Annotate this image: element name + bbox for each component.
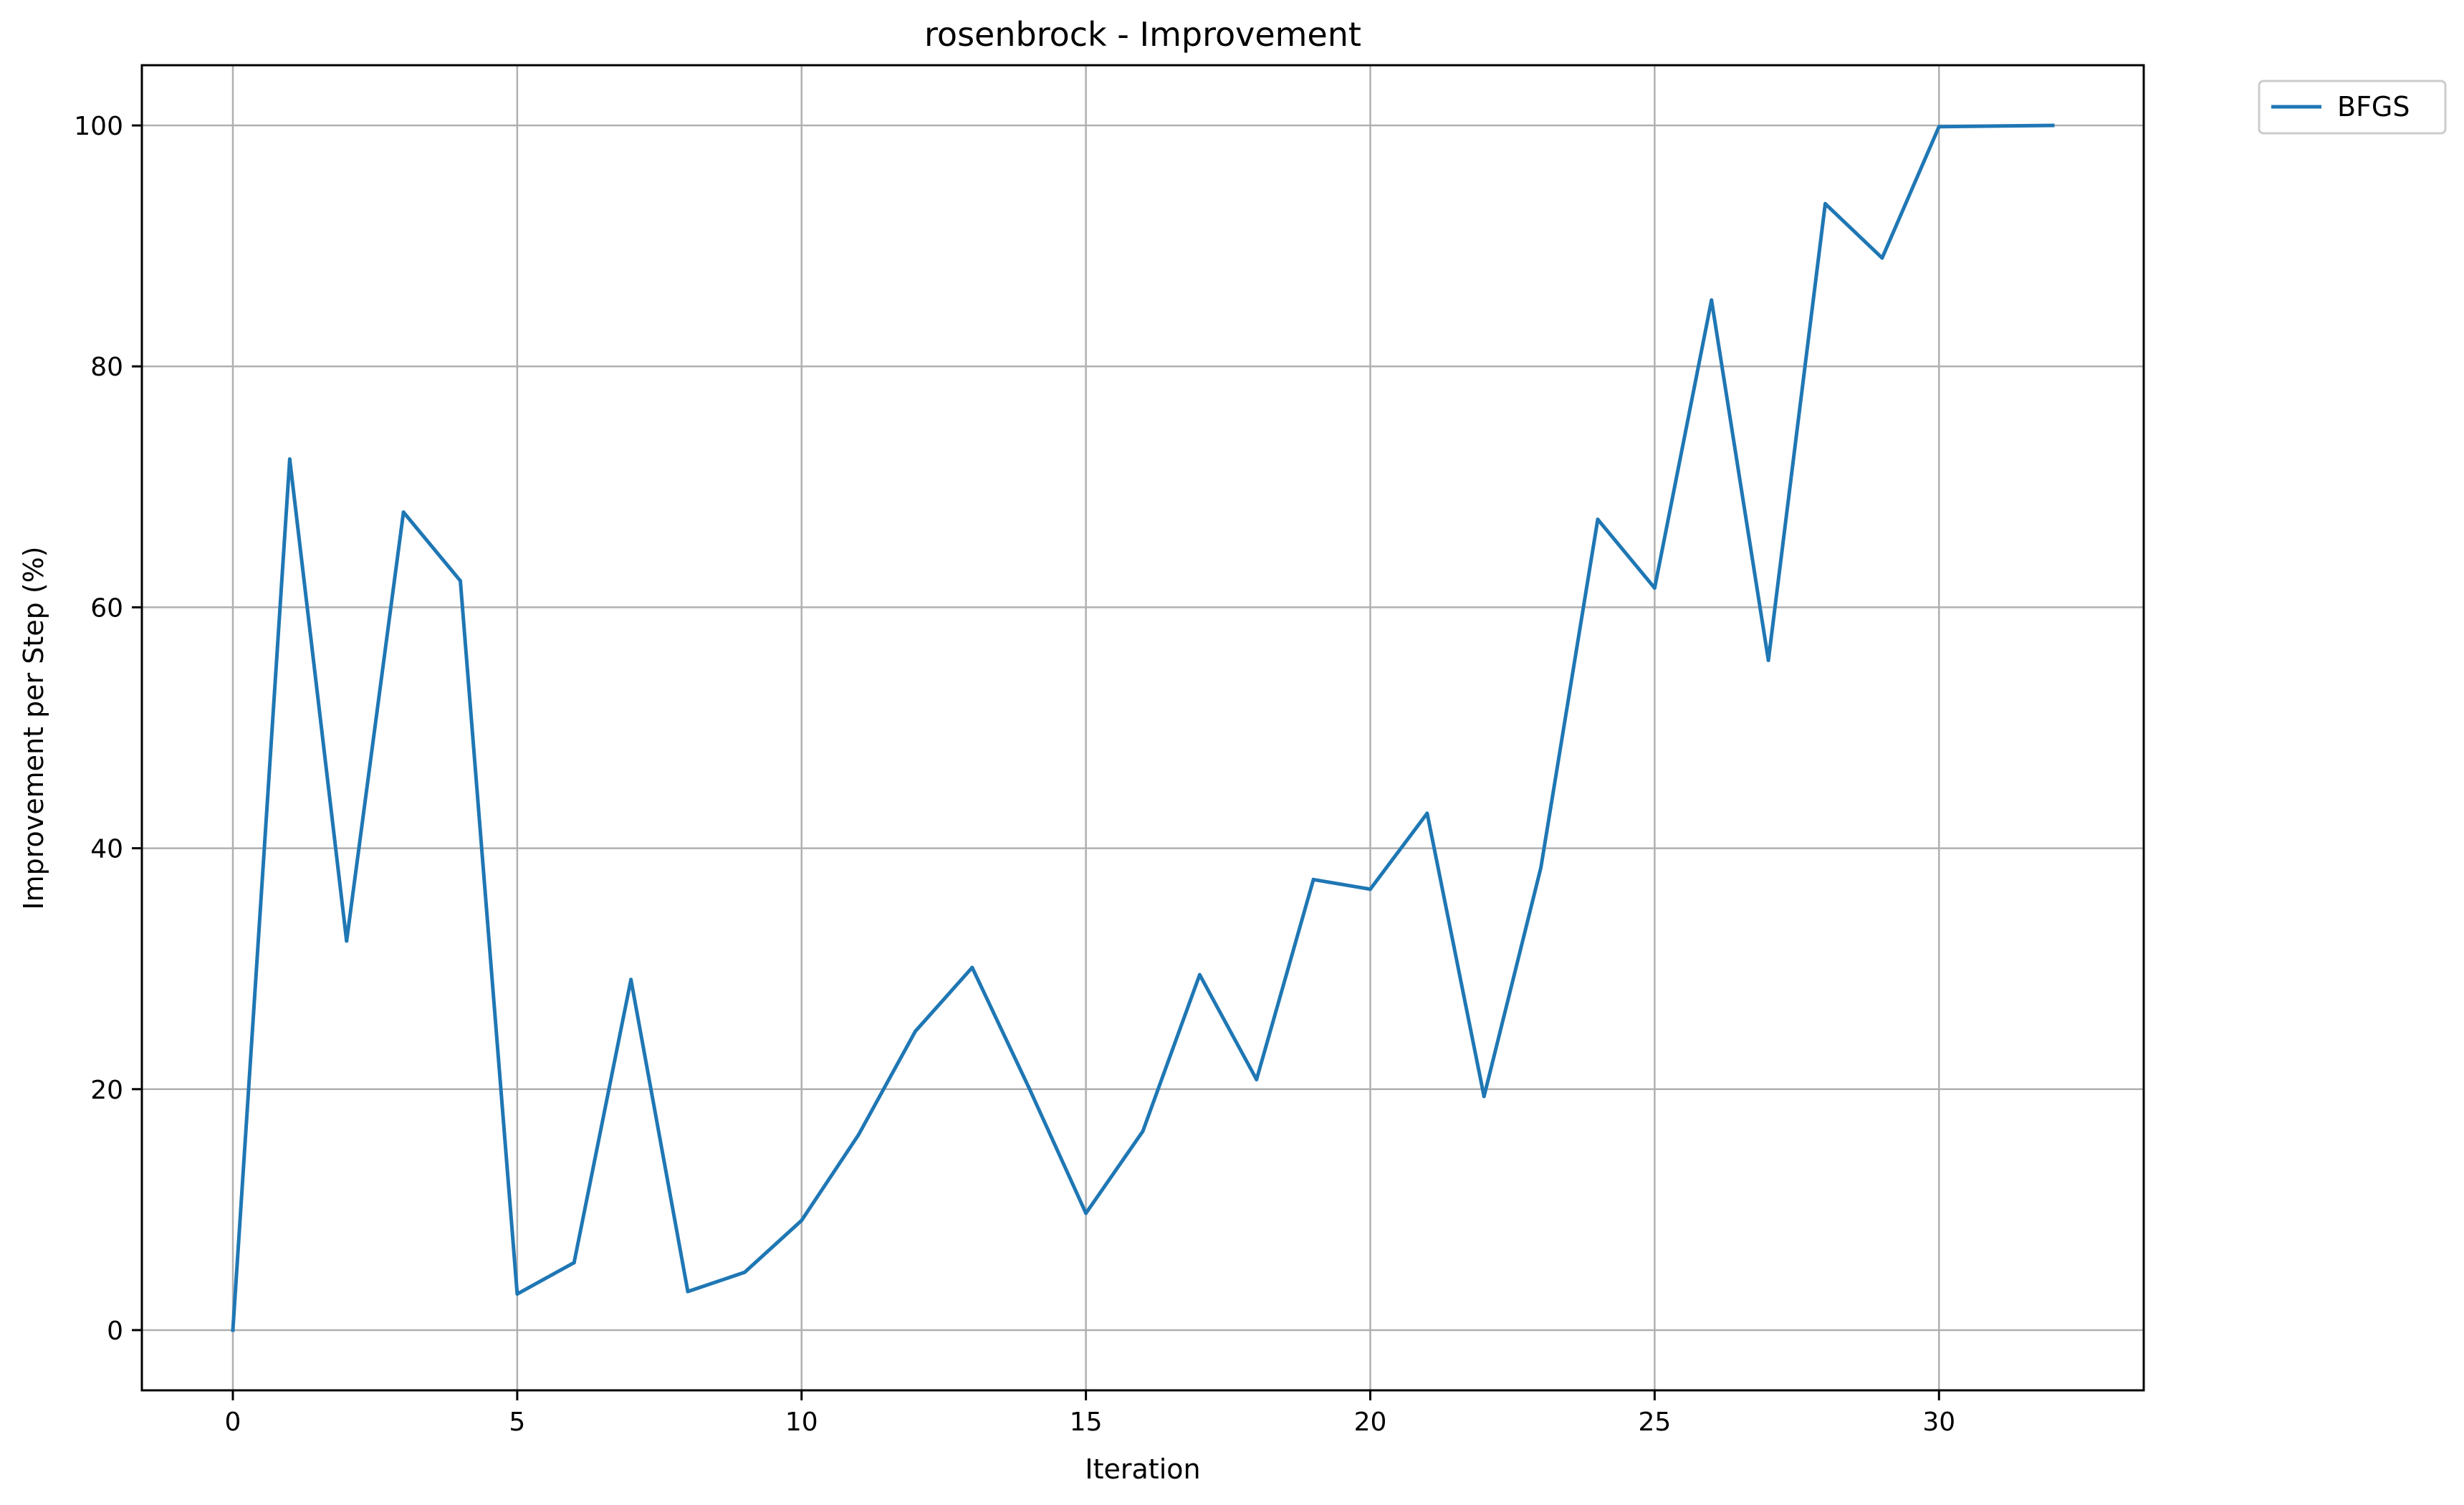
data-point [742, 1270, 747, 1274]
data-point [1482, 1094, 1486, 1099]
y-axis-label: Improvement per Step (%) [18, 546, 49, 909]
data-point [1255, 1077, 1259, 1081]
x-tick-label: 5 [509, 1408, 525, 1437]
legend-box [2258, 80, 2447, 135]
x-tick-label: 10 [785, 1408, 818, 1437]
grid-lines [142, 65, 2144, 1390]
x-axis-label: Iteration [1085, 1453, 1200, 1485]
data-point [1425, 811, 1429, 816]
data-point [970, 965, 974, 970]
data-point [572, 1261, 576, 1265]
data-point [1027, 1086, 1031, 1090]
data-point [231, 1328, 235, 1332]
data-point [515, 1292, 519, 1296]
data-point [1766, 658, 1770, 662]
series-layer [231, 123, 2055, 1332]
x-tick-label: 30 [1922, 1408, 1955, 1437]
legend: BFGS [2258, 80, 2447, 135]
data-point [914, 1029, 917, 1033]
data-point [345, 939, 349, 943]
data-point [686, 1289, 690, 1294]
x-tick-label: 20 [1354, 1408, 1387, 1437]
y-tick-label: 60 [90, 593, 123, 623]
data-point [856, 1133, 861, 1137]
data-point [1937, 125, 1941, 129]
data-point [800, 1218, 804, 1223]
data-point [1880, 256, 1884, 260]
chart-title: rosenbrock - Improvement [924, 15, 1361, 54]
x-tick-label: 15 [1070, 1408, 1103, 1437]
data-point [1197, 973, 1202, 977]
series-line-bfgs [231, 123, 2055, 1332]
data-point [1084, 1211, 1088, 1215]
axis-ticks: 0 5 10 15 20 25 30 0 20 40 60 80 100 [74, 112, 1955, 1437]
data-point [287, 457, 292, 462]
data-point [1710, 298, 1714, 302]
data-point [1311, 877, 1315, 882]
x-tick-label: 0 [225, 1408, 241, 1437]
x-tick-label: 25 [1638, 1408, 1671, 1437]
y-tick-label: 80 [90, 353, 123, 382]
data-point [629, 978, 633, 982]
y-tick-label: 20 [90, 1076, 123, 1105]
data-point [1596, 517, 1600, 522]
y-tick-label: 40 [90, 835, 123, 864]
data-point [459, 578, 462, 583]
y-tick-label: 0 [107, 1317, 123, 1346]
y-tick-label: 100 [74, 112, 123, 141]
data-point [1652, 586, 1657, 591]
data-point [1141, 1129, 1145, 1134]
data-point [401, 510, 406, 515]
data-point [1823, 201, 1827, 206]
data-point [2051, 123, 2055, 128]
plot-frame [140, 64, 2145, 1392]
data-point [1368, 887, 1372, 892]
legend-label-bfgs: BFGS [2337, 91, 2410, 123]
data-point [1539, 865, 1543, 869]
